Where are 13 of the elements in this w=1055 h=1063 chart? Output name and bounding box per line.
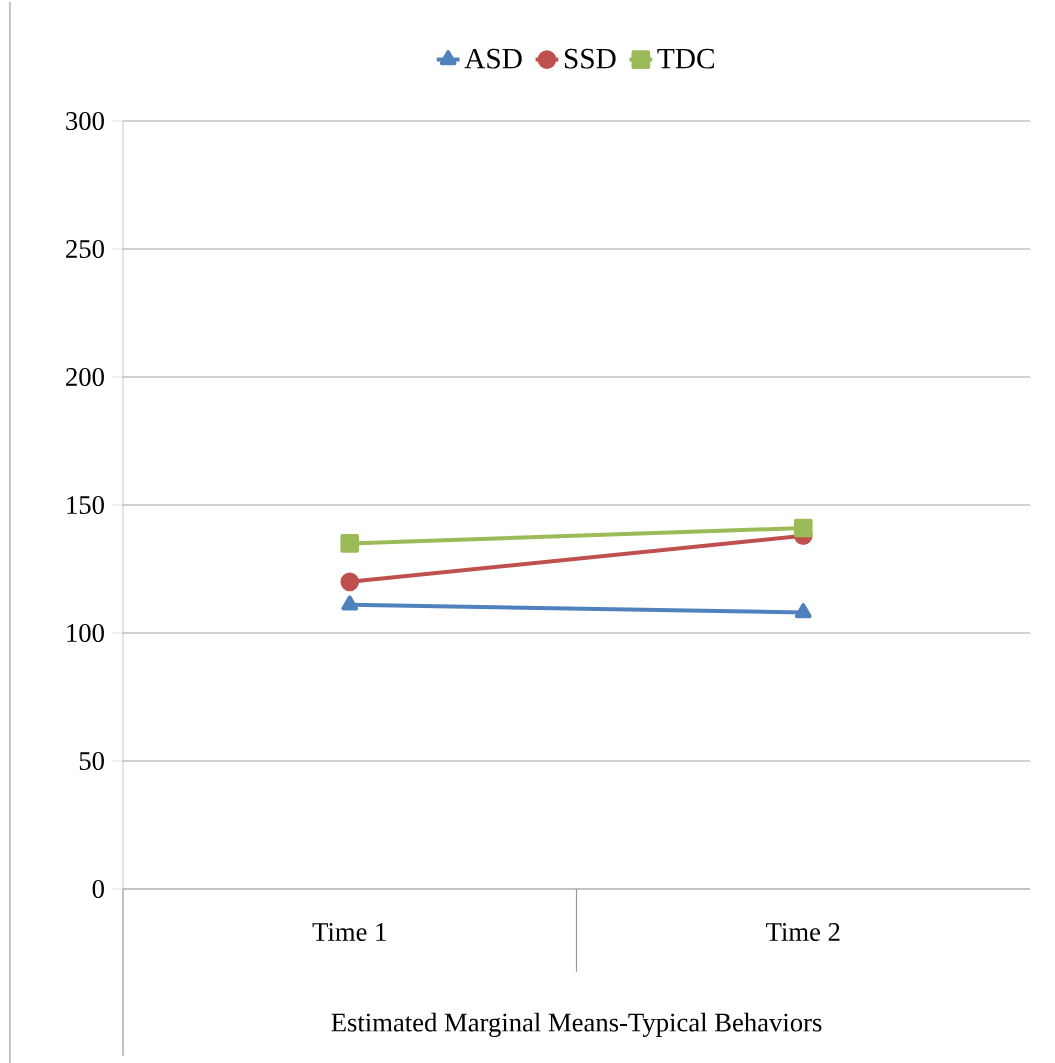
y-tick-label: 250 (66, 240, 104, 258)
x-tick-label: Time 1 (312, 923, 386, 941)
legend-label: TDC (657, 48, 714, 69)
x-tick-label: Time 2 (766, 923, 840, 941)
legend-label: ASD (464, 48, 522, 69)
y-tick-label: 0 (92, 880, 104, 898)
y-tick-label: 150 (67, 496, 104, 514)
legend-label: SSD (564, 48, 616, 69)
x-axis-title: Estimated Marginal Means-Typical Behaviors (331, 1012, 822, 1038)
y-tick-label: 100 (67, 624, 104, 642)
y-tick-label: 300 (66, 112, 104, 130)
y-tick-label: 200 (66, 368, 104, 386)
y-tick-label: 50 (79, 752, 104, 770)
